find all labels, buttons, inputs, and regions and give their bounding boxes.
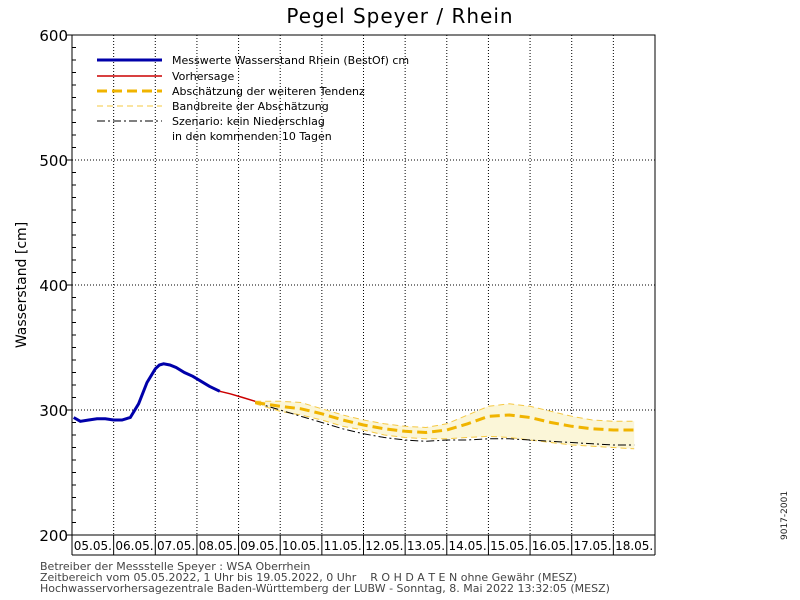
series-band-lower bbox=[255, 403, 635, 450]
series-scenario bbox=[255, 402, 635, 446]
footer-operator: Betreiber der Messstelle Speyer : WSA Ob… bbox=[40, 560, 311, 573]
x-tick-label: 17.05. bbox=[573, 539, 611, 553]
legend-label: Bandbreite der Abschätzung bbox=[172, 100, 329, 113]
x-tick-label: 08.05. bbox=[199, 539, 237, 553]
legend-label: in den kommenden 10 Tagen bbox=[172, 130, 332, 143]
y-tick-label: 300 bbox=[39, 402, 68, 420]
legend-label: Szenario: kein Niederschlag bbox=[172, 115, 325, 128]
x-tick-label: 14.05. bbox=[449, 539, 487, 553]
x-tick-label: 07.05. bbox=[157, 539, 195, 553]
y-tick-label: 200 bbox=[39, 527, 68, 545]
x-tick-label: 18.05. bbox=[615, 539, 653, 553]
x-tick-label: 05.05. bbox=[74, 539, 112, 553]
footer-source: Hochwasservorhersagezentrale Baden-Württ… bbox=[40, 582, 610, 595]
x-tick-label: 13.05. bbox=[407, 539, 445, 553]
footer-timerange: Zeitbereich vom 05.05.2022, 1 Uhr bis 19… bbox=[40, 571, 578, 584]
legend-label: Abschätzung der weiteren Tendenz bbox=[172, 85, 365, 98]
x-tick-label: 12.05. bbox=[365, 539, 403, 553]
band-fill bbox=[255, 401, 635, 449]
legend-label: Messwerte Wasserstand Rhein (BestOf) cm bbox=[172, 54, 409, 67]
x-tick-label: 16.05. bbox=[532, 539, 570, 553]
x-tick-label: 15.05. bbox=[490, 539, 528, 553]
chart-id-label: 9017-2001 bbox=[780, 490, 790, 540]
series-measured bbox=[72, 362, 221, 423]
series-band-upper bbox=[255, 400, 635, 429]
x-tick-label: 11.05. bbox=[324, 539, 362, 553]
y-tick-label: 400 bbox=[39, 277, 68, 295]
y-tick-label: 600 bbox=[39, 27, 68, 45]
y-axis-label: Wasserstand [cm] bbox=[14, 222, 30, 348]
series-tendency bbox=[254, 401, 635, 435]
y-tick-label: 500 bbox=[39, 152, 68, 170]
x-tick-label: 09.05. bbox=[240, 539, 278, 553]
chart-title: Pegel Speyer / Rhein bbox=[286, 4, 514, 28]
legend-label: Vorhersage bbox=[172, 70, 234, 83]
series-forecast bbox=[219, 390, 256, 403]
x-tick-label: 10.05. bbox=[282, 539, 320, 553]
x-tick-label: 06.05. bbox=[115, 539, 153, 553]
